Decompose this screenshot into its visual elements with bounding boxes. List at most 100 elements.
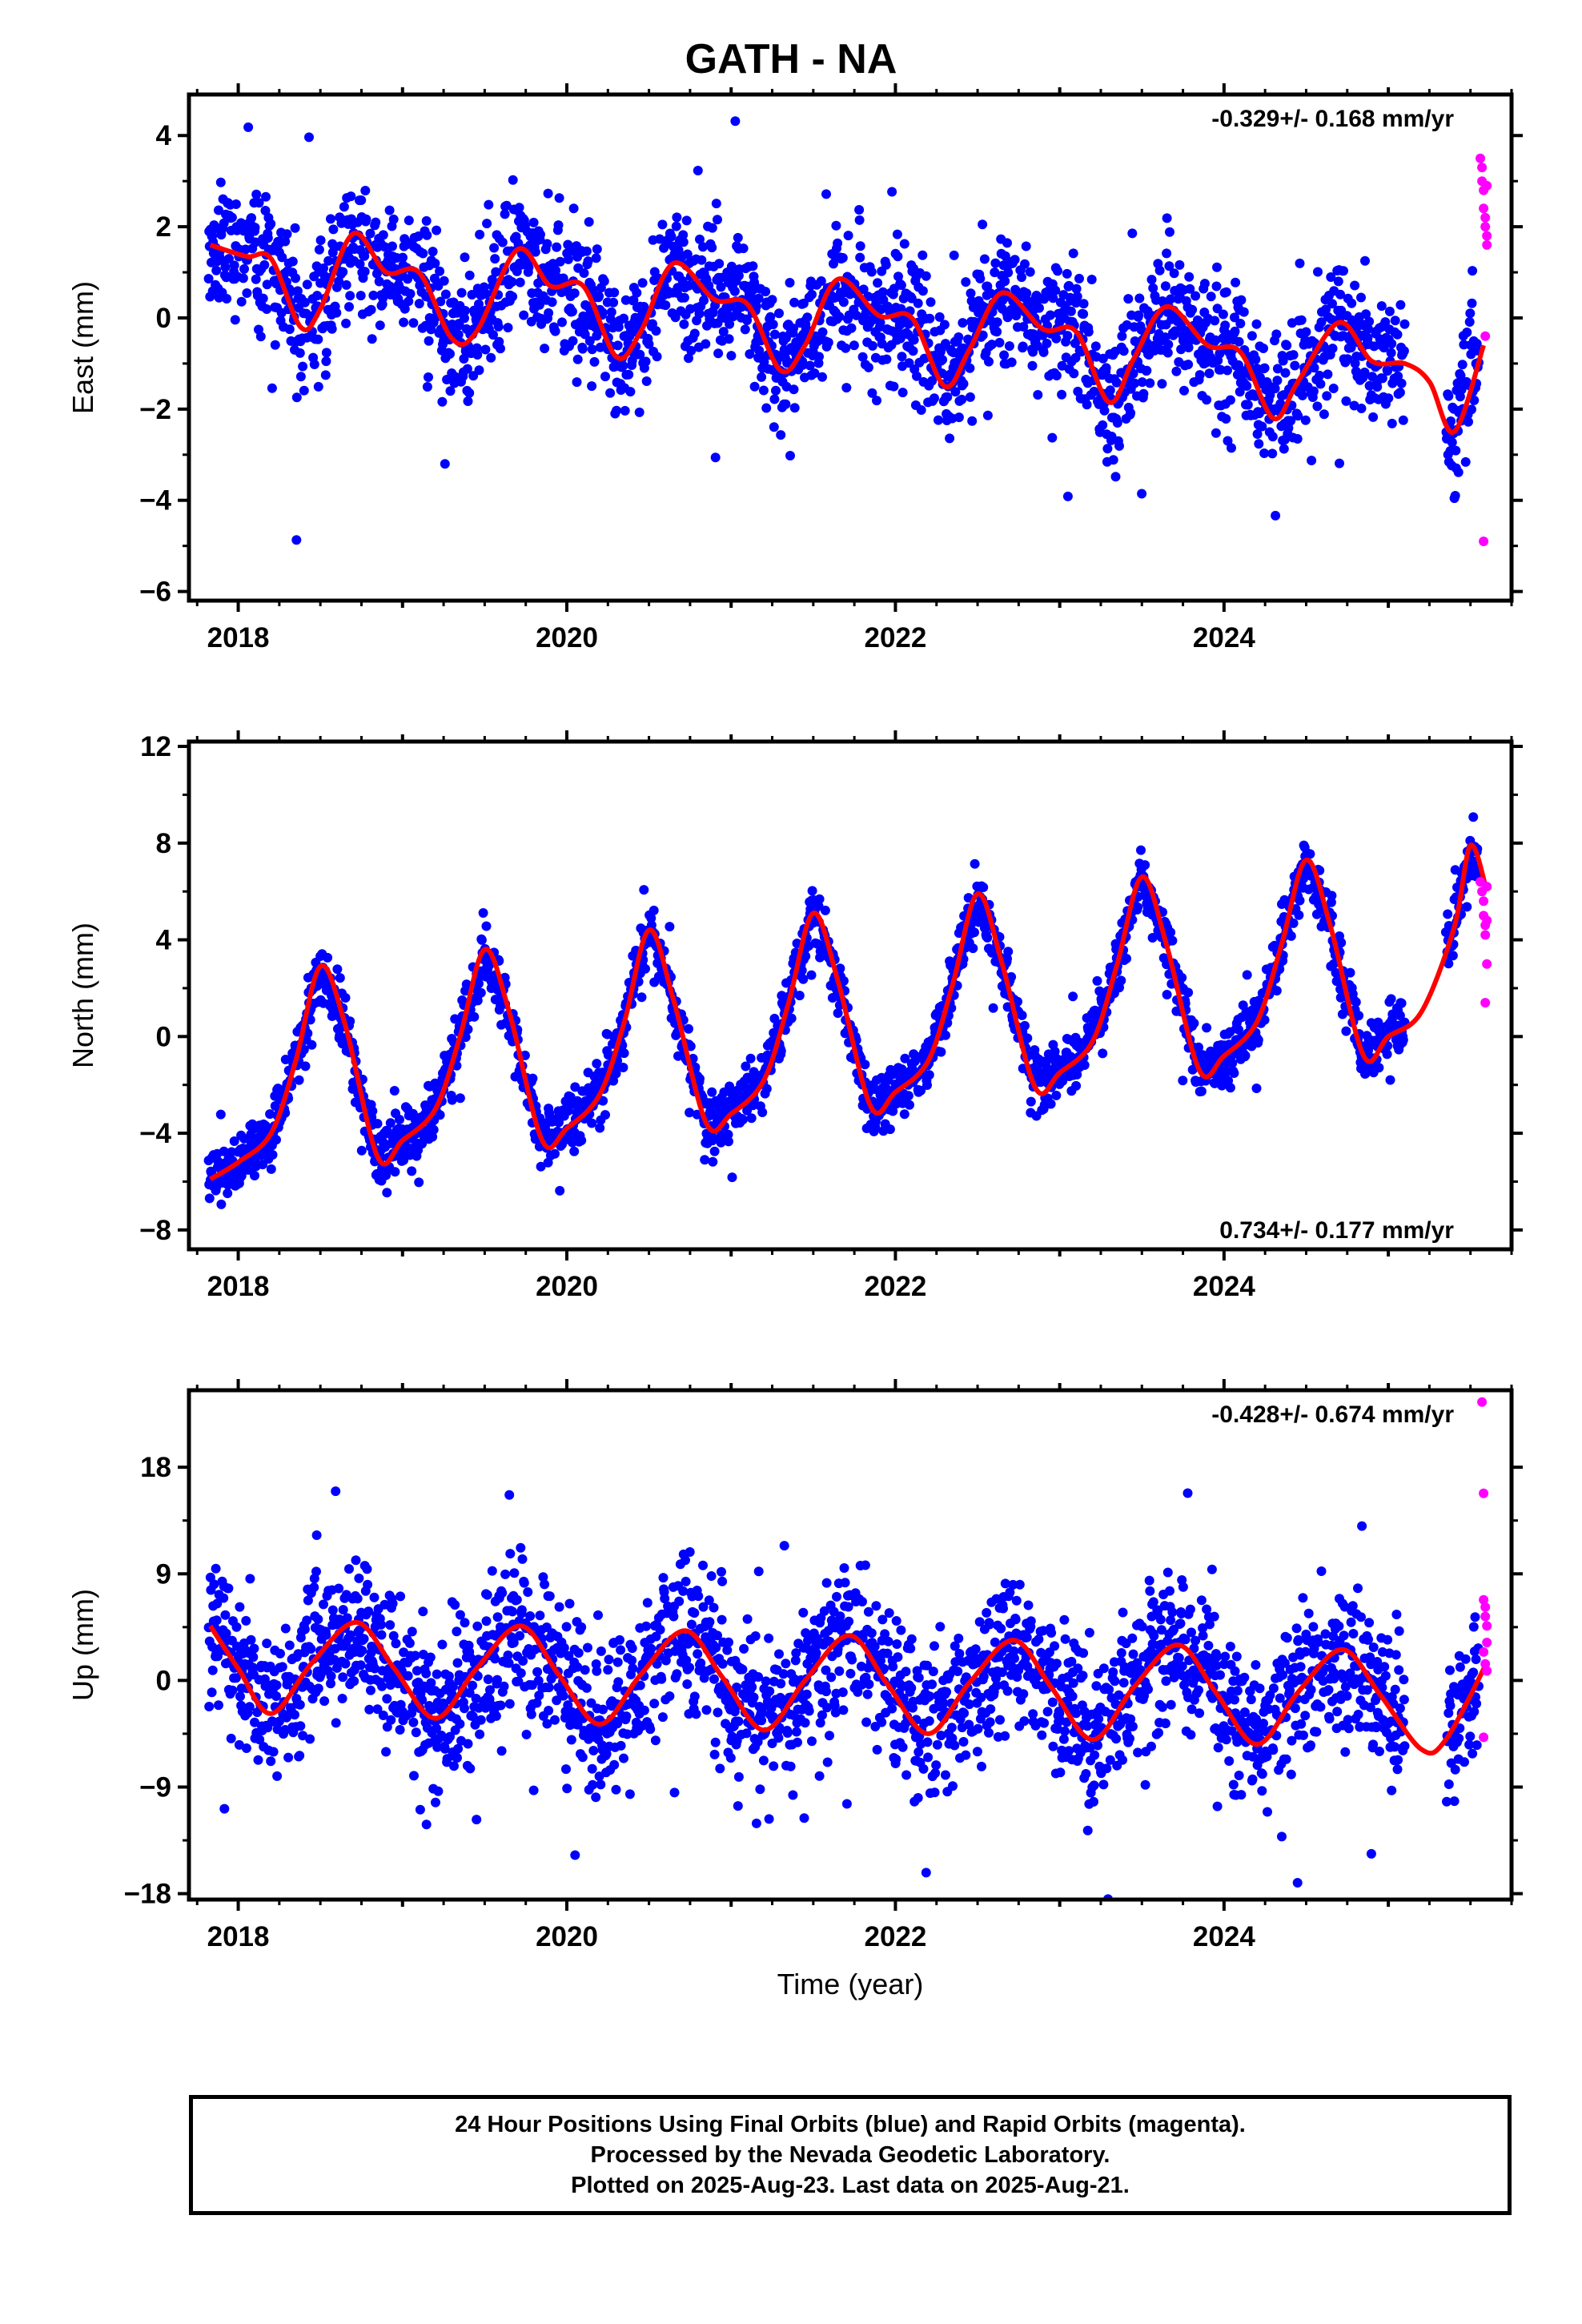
final-orbit-point (352, 1594, 363, 1604)
final-orbit-point (904, 358, 914, 368)
final-orbit-point (992, 327, 1002, 337)
final-orbit-point (1050, 285, 1061, 296)
final-orbit-point (765, 312, 776, 322)
final-orbit-point (1259, 448, 1270, 458)
final-orbit-point (1288, 350, 1299, 360)
final-orbit-point (1393, 371, 1403, 381)
final-orbit-point (711, 199, 721, 209)
final-orbit-point (328, 224, 339, 235)
final-orbit-point (542, 239, 552, 249)
final-orbit-point (295, 372, 306, 382)
final-orbit-point (255, 1735, 265, 1745)
final-orbit-point (1110, 472, 1121, 482)
final-orbit-point (329, 1655, 339, 1665)
final-orbit-point (592, 244, 602, 255)
final-orbit-point (408, 318, 419, 328)
final-orbit-point (829, 259, 838, 269)
final-orbit-point (220, 1610, 231, 1620)
final-orbit-point (323, 952, 333, 963)
final-orbit-point (368, 290, 379, 300)
final-orbit-point (563, 254, 573, 264)
final-orbit-point (673, 283, 683, 293)
final-orbit-point (785, 278, 795, 287)
final-orbit-point (1074, 273, 1084, 283)
final-orbit-point (242, 288, 252, 298)
final-orbit-point (692, 1109, 702, 1120)
final-orbit-point (1123, 294, 1134, 304)
final-orbit-point (280, 1725, 291, 1735)
final-orbit-point (354, 1573, 364, 1583)
final-orbit-point (212, 1598, 223, 1609)
final-orbit-point (491, 267, 501, 277)
final-orbit-point (1341, 396, 1351, 406)
final-orbit-point (905, 1100, 914, 1110)
final-orbit-point (226, 1733, 236, 1743)
final-orbit-point (1114, 440, 1124, 451)
x-tick-label: 2022 (864, 1271, 926, 1302)
final-orbit-point (1184, 271, 1195, 282)
final-orbit-point (913, 298, 923, 308)
final-orbit-point (1177, 972, 1187, 983)
final-orbit-point (344, 302, 354, 312)
y-tick-label: 8 (156, 828, 171, 859)
final-orbit-point (214, 1700, 223, 1711)
final-orbit-point (841, 383, 852, 393)
final-orbit-point (908, 346, 918, 356)
final-orbit-point (1301, 327, 1311, 337)
final-orbit-point (1126, 408, 1136, 418)
final-orbit-point (1078, 299, 1089, 309)
final-orbit-point (1178, 1076, 1188, 1086)
final-orbit-point (1013, 996, 1022, 1007)
final-orbit-point (1290, 360, 1300, 371)
final-orbit-point (600, 1110, 610, 1120)
final-orbit-point (1191, 291, 1201, 301)
x-tick-label: 2018 (207, 622, 270, 653)
final-orbit-point (671, 221, 681, 231)
final-orbit-point (235, 1602, 245, 1612)
final-orbit-point (246, 1634, 256, 1645)
final-orbit-point (230, 315, 240, 325)
final-orbit-point (236, 296, 247, 307)
final-orbit-point (265, 1109, 275, 1120)
final-orbit-point (307, 1039, 317, 1050)
final-orbit-point (298, 1731, 308, 1741)
final-orbit-point (321, 348, 331, 358)
final-orbit-point (1341, 1026, 1351, 1036)
final-orbit-point (1294, 910, 1304, 920)
final-orbit-point (1396, 378, 1407, 388)
final-orbit-point (418, 248, 428, 259)
final-orbit-point (550, 326, 560, 336)
final-orbit-point (399, 317, 409, 328)
final-orbit-point (1279, 444, 1289, 454)
final-orbit-point (249, 1643, 259, 1654)
final-orbit-point (717, 1130, 726, 1140)
final-orbit-point (961, 277, 971, 287)
final-orbit-point (1098, 420, 1108, 430)
final-orbit-point (768, 320, 778, 330)
final-orbit-point (1000, 276, 1010, 287)
final-orbit-point (1293, 411, 1303, 421)
final-orbit-point (1020, 1020, 1030, 1031)
final-orbit-point (600, 372, 610, 382)
final-orbit-point (555, 256, 565, 267)
final-orbit-point (925, 313, 935, 324)
final-orbit-point (587, 381, 597, 392)
final-orbit-point (430, 258, 440, 268)
final-orbit-point (1331, 967, 1341, 978)
final-orbit-point (967, 416, 978, 426)
final-orbit-point (843, 231, 853, 241)
final-orbit-point (1309, 363, 1319, 373)
final-orbit-point (303, 1028, 313, 1039)
final-orbit-point (514, 203, 524, 213)
final-orbit-point (309, 360, 319, 369)
final-orbit-point (805, 360, 815, 371)
final-orbit-point (941, 339, 950, 349)
y-axis-label: North (mm) (66, 923, 99, 1068)
final-orbit-point (421, 215, 432, 226)
final-orbit-point (699, 296, 709, 306)
velocity-rate-label: -0.329+/- 0.168 mm/yr (1211, 106, 1454, 132)
final-orbit-point (290, 1710, 299, 1720)
final-orbit-point (742, 316, 753, 325)
final-orbit-point (227, 212, 237, 223)
final-orbit-point (978, 330, 988, 340)
